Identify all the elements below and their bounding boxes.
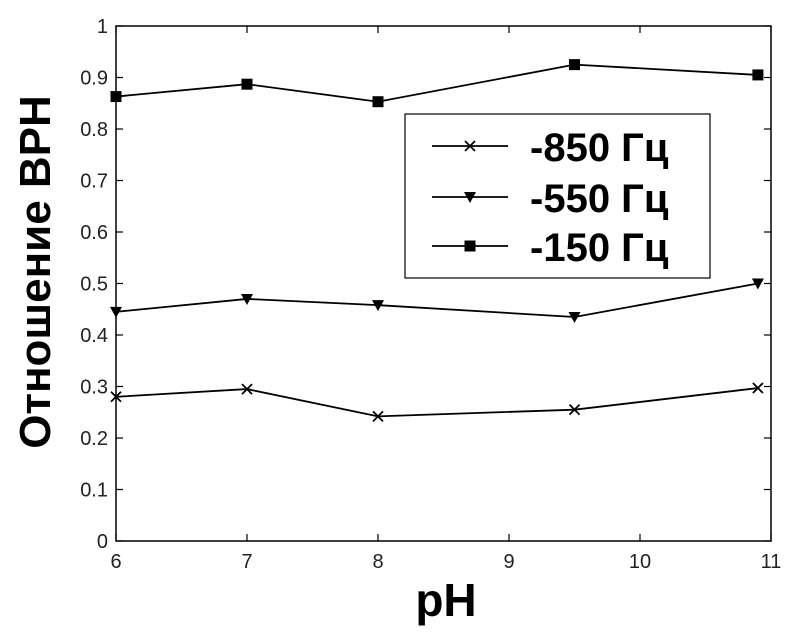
y-tick-label: 0.4 <box>80 325 108 347</box>
y-tick-label: 0.6 <box>80 222 108 244</box>
data-point <box>241 293 253 305</box>
series-0 <box>110 382 764 423</box>
legend-label: -150 Гц <box>530 226 669 270</box>
legend-marker <box>464 192 476 203</box>
x-axis: 6 7 8 9 10 11 <box>110 26 781 573</box>
data-point <box>241 78 253 90</box>
series-1 <box>110 278 764 323</box>
legend: -850 Гц -550 Гц -150 Гц <box>404 113 711 279</box>
data-point <box>752 382 764 394</box>
data-point <box>751 278 764 290</box>
y-tick-label: 1 <box>97 16 108 38</box>
legend-label: -550 Гц <box>530 177 669 221</box>
series-layer <box>110 59 764 423</box>
y-tick-label: 0.1 <box>80 480 108 502</box>
plot-area <box>115 25 772 542</box>
data-point <box>372 300 384 312</box>
x-tick-label: 9 <box>503 551 514 573</box>
data-point <box>568 404 581 416</box>
marker-stroke <box>464 140 476 152</box>
y-axis-title: Отношение BPH <box>11 95 60 449</box>
x-tick-label: 8 <box>372 551 383 573</box>
data-point <box>372 96 384 108</box>
x-tick-label: 11 <box>761 551 782 573</box>
x-tick-label: 6 <box>110 551 121 573</box>
marker-stroke <box>110 391 122 403</box>
legend-marker <box>464 240 476 252</box>
data-point <box>241 383 253 395</box>
legend-entry: -150 Гц <box>432 226 669 270</box>
marker-stroke <box>568 404 581 416</box>
legend-entry: -850 Гц <box>432 126 669 170</box>
y-tick-label: 0.8 <box>80 119 108 141</box>
data-point <box>569 59 580 71</box>
y-tick-label: 0 <box>97 531 108 553</box>
y-tick-label: 0.9 <box>80 68 108 90</box>
legend-marker <box>464 140 476 152</box>
legend-entry: -550 Гц <box>432 177 669 221</box>
data-point <box>110 391 122 403</box>
data-point <box>110 91 122 103</box>
y-tick-label: 0.7 <box>80 171 108 193</box>
data-point <box>568 311 581 323</box>
data-point <box>110 306 122 318</box>
y-tick-label: 0.2 <box>80 428 108 450</box>
marker-stroke <box>241 383 253 395</box>
x-tick-label: 7 <box>241 551 252 573</box>
y-tick-label: 0.5 <box>80 274 108 296</box>
y-axis: 0 0.1 0.2 0.3 0.4 0.5 0.6 0.7 0.8 0.9 1 <box>80 16 771 553</box>
marker-stroke <box>752 382 764 394</box>
series-2 <box>110 59 764 108</box>
x-tick-label: 10 <box>629 551 651 573</box>
marker-stroke <box>372 410 384 423</box>
y-tick-label: 0.3 <box>80 377 108 399</box>
legend-box <box>404 113 711 279</box>
data-point <box>752 69 764 81</box>
x-axis-title: pH <box>415 574 476 626</box>
legend-label: -850 Гц <box>530 126 669 170</box>
data-point <box>372 410 384 423</box>
